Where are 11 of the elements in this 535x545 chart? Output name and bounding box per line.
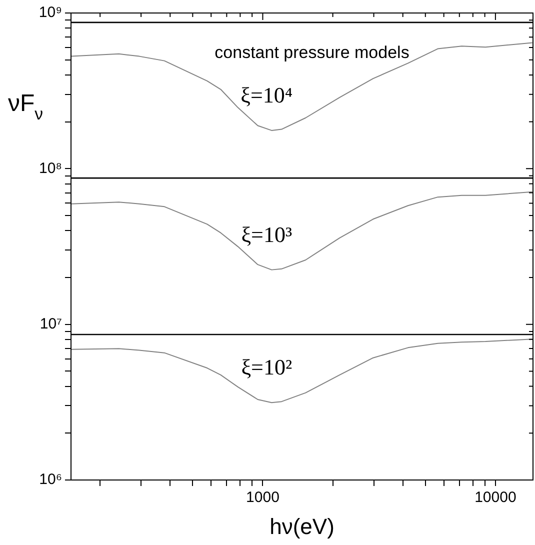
series-label: ξ=10³: [241, 222, 292, 247]
x-tick-label: 1000: [246, 489, 280, 506]
y-tick-label: 10⁷: [40, 315, 62, 332]
y-tick-label: 10⁶: [39, 471, 62, 488]
x-tick-label: 10000: [474, 489, 516, 506]
series-label: ξ=10²: [241, 354, 292, 380]
y-tick-label: 10⁸: [38, 160, 62, 177]
series-label: ξ=10⁴: [240, 82, 293, 108]
annotation: constant pressure models: [214, 43, 410, 62]
x-axis-title: hν(eV): [270, 514, 334, 539]
y-tick-label: 10⁹: [38, 4, 62, 22]
